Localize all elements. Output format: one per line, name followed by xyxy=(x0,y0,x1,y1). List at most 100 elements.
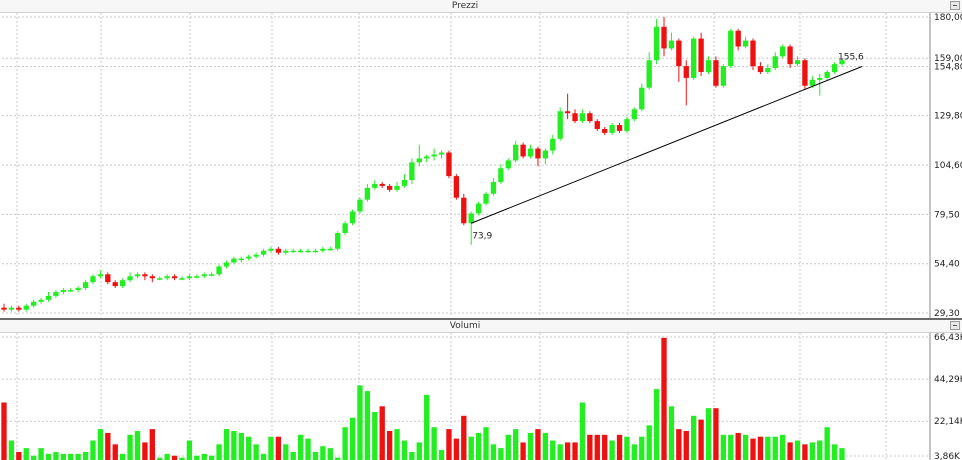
price-panel-minimize-button[interactable] xyxy=(950,1,960,10)
volume-bar xyxy=(372,411,378,460)
price-candle-body xyxy=(238,258,244,261)
volume-bar xyxy=(134,431,141,460)
price-candle-body xyxy=(564,111,571,114)
price-candle-body xyxy=(653,26,660,61)
volume-bar xyxy=(290,451,296,460)
price-candle-body xyxy=(90,276,96,283)
volume-panel: Volumi 66,43K 44,29K 22,14K 3,86K xyxy=(0,320,962,460)
volume-bar xyxy=(461,415,467,460)
volume-bar xyxy=(809,442,816,460)
price-candle-body xyxy=(68,290,74,292)
price-candle-body xyxy=(379,183,385,186)
volume-bar xyxy=(157,457,163,460)
price-candle-body xyxy=(305,250,311,253)
price-candle-body xyxy=(372,183,378,188)
price-candle-body xyxy=(82,282,89,289)
volume-bar xyxy=(260,453,267,460)
price-candle-body xyxy=(112,282,118,287)
volume-bar xyxy=(572,442,578,460)
volume-bar xyxy=(394,429,400,460)
volume-bar xyxy=(424,394,430,460)
price-candle-body xyxy=(750,40,756,67)
price-candle-body xyxy=(542,150,549,159)
price-candle-body xyxy=(246,256,252,259)
price-y-tick-label: 104,60 xyxy=(934,161,962,171)
volume-bar xyxy=(483,427,489,460)
price-candle-body xyxy=(683,66,689,78)
price-candle-body xyxy=(164,276,170,279)
volume-bar xyxy=(357,385,363,460)
volume-y-tick-label: 44,29K xyxy=(934,375,962,385)
volume-bar xyxy=(45,453,52,460)
volume-bar xyxy=(750,438,756,460)
panel-divider[interactable] xyxy=(0,318,962,320)
price-panel-header xyxy=(0,0,962,13)
price-candle-body xyxy=(290,250,296,253)
price-candle-body xyxy=(609,125,615,133)
price-candle-body xyxy=(416,158,422,163)
volume-panel-title: Volumi xyxy=(449,321,481,331)
volume-bar xyxy=(179,457,185,460)
volume-bar xyxy=(490,444,497,460)
price-candle-body xyxy=(201,274,207,277)
price-panel: Prezzi 180,00 159,00154,80 129,80 104,60 79,… xyxy=(0,0,962,318)
volume-bar xyxy=(297,434,304,460)
price-candle-body xyxy=(394,185,400,190)
price-candle-body xyxy=(579,113,586,122)
price-candle-body xyxy=(787,46,793,65)
volume-bar xyxy=(594,434,600,460)
price-candle-body xyxy=(75,288,81,291)
volume-bar xyxy=(698,419,704,460)
volume-bar xyxy=(68,453,74,460)
price-candle-body xyxy=(342,223,348,234)
price-candle-body xyxy=(208,274,215,276)
volume-bar xyxy=(119,453,126,460)
price-candle-body xyxy=(446,152,452,177)
volume-bar xyxy=(364,391,371,460)
price-candle-body xyxy=(513,144,519,161)
price-candle-body xyxy=(409,162,415,181)
volume-bar xyxy=(38,448,44,460)
price-candle-body xyxy=(483,193,489,204)
price-candle-body xyxy=(320,248,326,251)
volume-bar xyxy=(765,436,771,460)
volume-bar xyxy=(468,436,474,460)
volume-bar xyxy=(171,455,178,460)
price-candle-body xyxy=(587,113,593,122)
price-candle-body xyxy=(661,26,667,49)
price-candle-body xyxy=(401,180,408,186)
volume-bar xyxy=(268,436,274,460)
price-candle-body xyxy=(260,250,267,255)
volume-bar xyxy=(401,440,408,460)
price-candle-body xyxy=(742,40,749,47)
price-chart: 180,00 159,00154,80 129,80 104,60 79,50 54,40… xyxy=(1,13,962,318)
price-candle-body xyxy=(646,60,652,88)
volume-bar xyxy=(320,446,326,460)
price-candle-body xyxy=(45,295,52,300)
price-candle-body xyxy=(38,299,44,302)
volume-bar xyxy=(453,438,460,460)
price-y-tick-label: 180,00 xyxy=(934,13,962,23)
volume-bar xyxy=(772,436,778,460)
volume-bar xyxy=(639,436,645,460)
price-candle-body xyxy=(1,307,7,310)
price-candle-body xyxy=(16,307,22,310)
price-candle-body xyxy=(616,125,623,131)
volume-bar xyxy=(253,444,259,460)
volume-bar xyxy=(379,406,385,460)
volume-bar xyxy=(186,440,193,460)
volume-bar xyxy=(542,432,549,460)
price-panel-title: Prezzi xyxy=(451,1,479,11)
volume-bar xyxy=(201,453,207,460)
price-candle-body xyxy=(520,144,526,157)
volume-panel-minimize-button[interactable] xyxy=(950,321,960,330)
volume-panel-header xyxy=(0,320,962,333)
volume-bar xyxy=(520,442,526,460)
price-y-tick-label: 79,50 xyxy=(934,210,960,220)
volume-bar xyxy=(513,429,519,460)
price-candle-body xyxy=(30,301,37,306)
price-low-annotation: 73,9 xyxy=(472,231,492,241)
price-last-annotation: 155,6 xyxy=(838,52,864,62)
price-candle-body xyxy=(424,156,430,159)
price-candle-body xyxy=(268,248,274,251)
